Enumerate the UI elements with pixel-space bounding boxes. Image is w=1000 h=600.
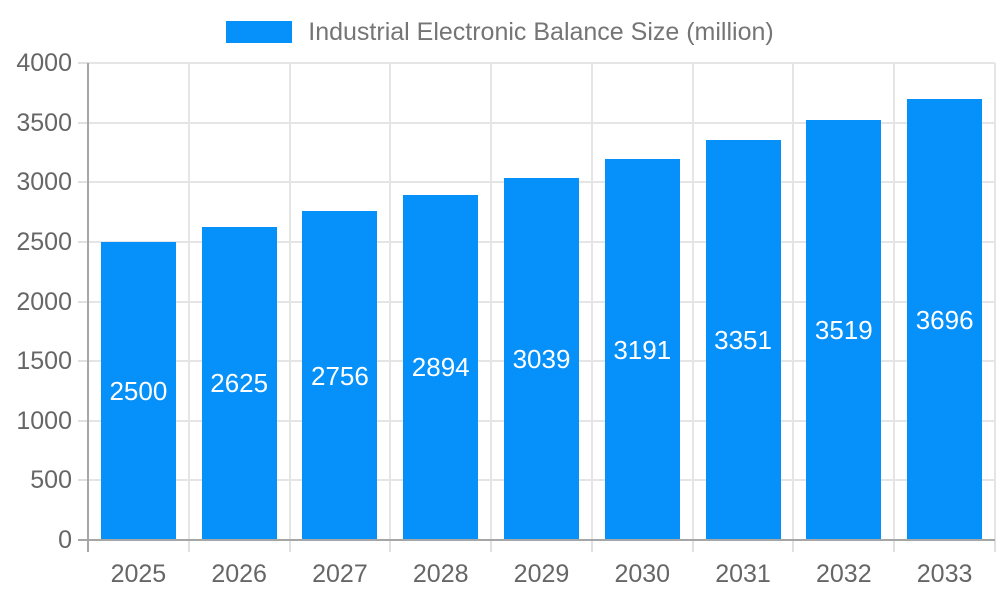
x-axis-line bbox=[78, 539, 995, 541]
y-axis-tick bbox=[78, 419, 88, 422]
legend-label: Industrial Electronic Balance Size (mill… bbox=[308, 18, 774, 46]
bar-2028[interactable]: 2894 bbox=[403, 194, 479, 540]
gridline-vertical bbox=[389, 63, 392, 540]
legend: Industrial Electronic Balance Size (mill… bbox=[0, 18, 1000, 46]
y-axis-tick bbox=[78, 240, 88, 243]
bar-value-label: 2625 bbox=[210, 368, 269, 399]
legend-item-series[interactable]: Industrial Electronic Balance Size (mill… bbox=[226, 18, 774, 46]
y-tick-label: 4000 bbox=[16, 49, 72, 77]
bar-value-label: 3039 bbox=[512, 343, 571, 374]
bar-value-label: 3696 bbox=[915, 304, 974, 335]
x-tick-label: 2029 bbox=[513, 560, 570, 588]
gridline-horizontal bbox=[88, 62, 995, 64]
bar-value-label: 2756 bbox=[311, 360, 369, 391]
y-axis-line bbox=[87, 63, 89, 552]
x-axis-tick bbox=[590, 540, 593, 552]
gridline-vertical bbox=[490, 63, 493, 540]
gridline-vertical bbox=[792, 63, 795, 540]
gridline-vertical bbox=[691, 63, 694, 540]
gridline-vertical bbox=[994, 63, 996, 540]
gridline-horizontal bbox=[88, 121, 995, 124]
x-tick-label: 2030 bbox=[614, 560, 671, 588]
gridline-vertical bbox=[288, 63, 291, 540]
x-tick-label: 2025 bbox=[110, 560, 167, 588]
y-tick-label: 1500 bbox=[16, 347, 72, 376]
legend-swatch bbox=[226, 21, 293, 43]
x-axis-tick bbox=[691, 540, 694, 552]
bar-2029[interactable]: 3039 bbox=[504, 177, 579, 540]
bar-value-label: 3519 bbox=[814, 315, 873, 346]
x-axis-tick bbox=[893, 540, 896, 552]
y-axis-tick bbox=[78, 62, 88, 64]
y-tick-label: 1000 bbox=[16, 406, 72, 435]
y-tick-label: 2500 bbox=[16, 227, 72, 256]
bar-value-label: 3351 bbox=[714, 325, 772, 356]
bar-2033[interactable]: 3696 bbox=[907, 99, 983, 540]
x-tick-label: 2033 bbox=[916, 560, 973, 588]
x-tick-label: 2027 bbox=[312, 560, 368, 588]
y-tick-label: 2000 bbox=[16, 287, 72, 316]
x-axis-tick bbox=[490, 540, 493, 552]
x-axis-tick bbox=[187, 540, 190, 552]
y-axis-tick bbox=[78, 181, 88, 184]
gridline-vertical bbox=[893, 63, 896, 540]
x-axis-tick bbox=[288, 540, 291, 552]
x-axis-tick bbox=[792, 540, 795, 552]
y-axis-tick bbox=[78, 479, 88, 482]
y-axis-tick bbox=[78, 121, 88, 124]
x-tick-label: 2031 bbox=[715, 560, 771, 588]
x-tick-label: 2028 bbox=[412, 560, 469, 588]
y-tick-label: 500 bbox=[30, 466, 72, 495]
bar-value-label: 2500 bbox=[109, 375, 168, 406]
bar-value-label: 3191 bbox=[613, 334, 672, 365]
bar-2026[interactable]: 2625 bbox=[201, 226, 277, 540]
gridline-vertical bbox=[590, 63, 593, 540]
y-axis-tick bbox=[78, 300, 88, 303]
bar-2030[interactable]: 3191 bbox=[604, 159, 680, 540]
gridline-vertical bbox=[187, 63, 190, 540]
bar-2027[interactable]: 2756 bbox=[302, 211, 378, 540]
x-axis-tick bbox=[389, 540, 392, 552]
x-axis-tick bbox=[994, 540, 996, 552]
y-tick-label: 0 bbox=[58, 526, 72, 554]
y-tick-label: 3500 bbox=[16, 108, 72, 137]
y-axis-tick bbox=[78, 360, 88, 363]
x-tick-label: 2032 bbox=[816, 560, 872, 588]
bar-2031[interactable]: 3351 bbox=[705, 140, 781, 540]
bar-2025[interactable]: 2500 bbox=[100, 241, 176, 540]
bar-value-label: 2894 bbox=[411, 352, 470, 383]
x-tick-label: 2026 bbox=[211, 560, 267, 588]
y-tick-label: 3000 bbox=[16, 168, 72, 197]
bar-2032[interactable]: 3519 bbox=[806, 120, 882, 540]
